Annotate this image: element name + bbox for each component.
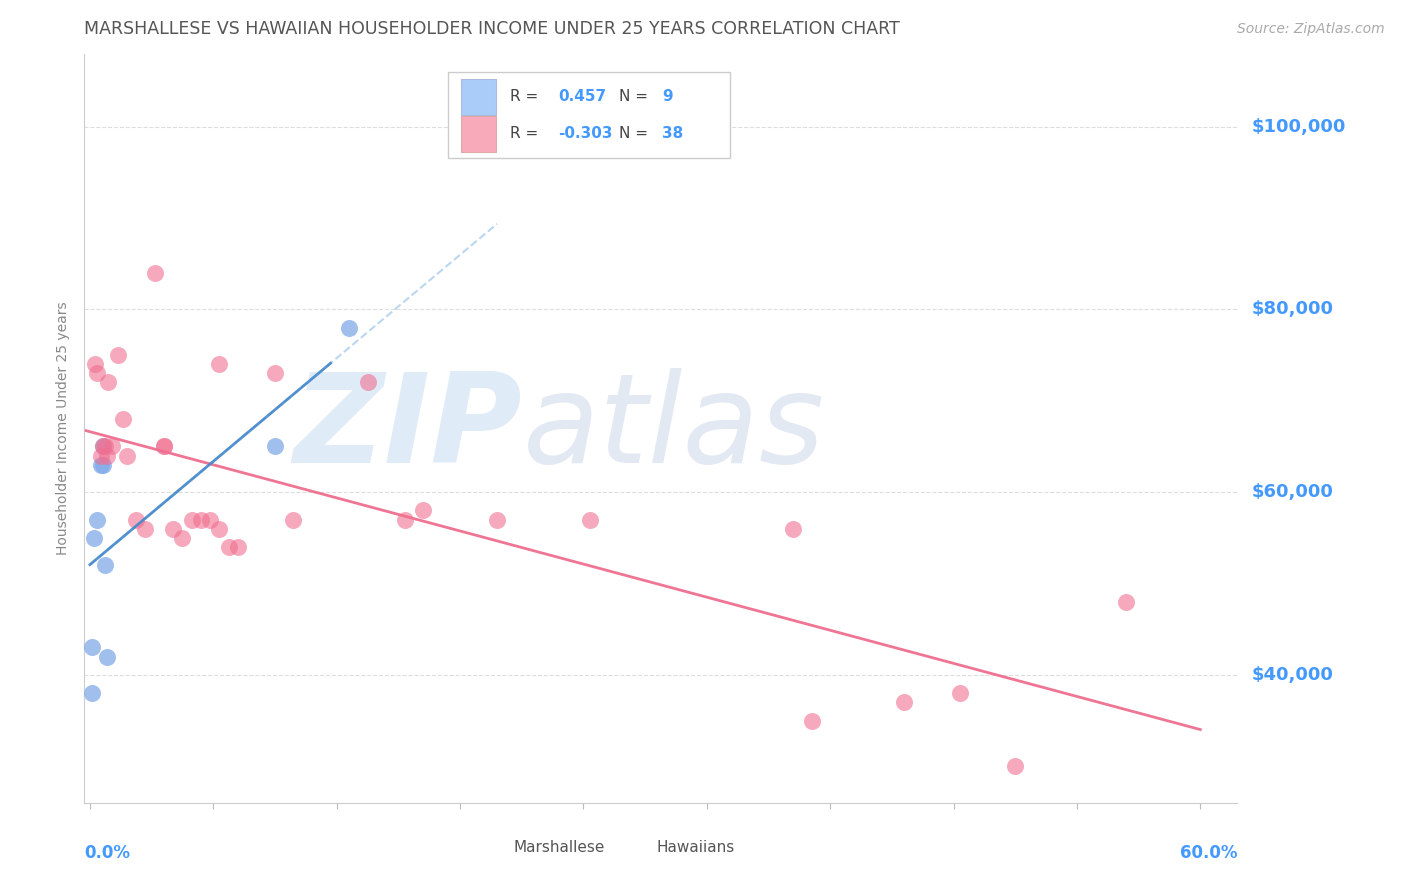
- Point: [134, 522, 156, 536]
- Bar: [461, 79, 496, 115]
- Point: [394, 512, 416, 526]
- Point: [97, 376, 120, 390]
- Point: [264, 439, 287, 453]
- Point: [208, 522, 231, 536]
- Text: $60,000: $60,000: [1251, 483, 1333, 501]
- Point: [90, 458, 112, 472]
- Point: [200, 512, 222, 526]
- Text: atlas: atlas: [523, 368, 824, 489]
- Point: [283, 512, 305, 526]
- Text: 38: 38: [662, 126, 683, 141]
- Point: [226, 540, 249, 554]
- Point: [86, 367, 108, 381]
- Point: [115, 449, 138, 463]
- Point: [486, 512, 509, 526]
- Point: [80, 686, 103, 700]
- Text: Source: ZipAtlas.com: Source: ZipAtlas.com: [1237, 22, 1385, 37]
- Text: Marshallese: Marshallese: [513, 840, 605, 855]
- Text: MARSHALLESE VS HAWAIIAN HOUSEHOLDER INCOME UNDER 25 YEARS CORRELATION CHART: MARSHALLESE VS HAWAIIAN HOUSEHOLDER INCO…: [84, 21, 900, 38]
- Point: [153, 439, 176, 453]
- Point: [80, 640, 103, 655]
- Point: [83, 531, 105, 545]
- Point: [578, 512, 600, 526]
- Point: [190, 512, 212, 526]
- Point: [91, 458, 114, 472]
- Text: R =: R =: [510, 126, 538, 141]
- Bar: [624, 834, 650, 864]
- Point: [180, 512, 202, 526]
- Text: 0.457: 0.457: [558, 89, 606, 104]
- Point: [412, 503, 434, 517]
- Point: [172, 531, 194, 545]
- Point: [893, 695, 915, 709]
- Point: [96, 449, 118, 463]
- Point: [356, 376, 378, 390]
- Text: 0.0%: 0.0%: [84, 845, 131, 863]
- Point: [162, 522, 184, 536]
- Point: [782, 522, 804, 536]
- Point: [1004, 759, 1026, 773]
- Point: [264, 367, 287, 381]
- Bar: [461, 116, 496, 152]
- Text: $80,000: $80,000: [1251, 301, 1333, 318]
- Point: [337, 320, 360, 334]
- Point: [949, 686, 972, 700]
- Point: [91, 439, 114, 453]
- Point: [153, 439, 176, 453]
- Point: [84, 357, 107, 371]
- Text: Hawaiians: Hawaiians: [657, 840, 734, 855]
- Text: $100,000: $100,000: [1251, 118, 1346, 136]
- Text: 9: 9: [662, 89, 672, 104]
- Text: 60.0%: 60.0%: [1180, 845, 1237, 863]
- Bar: [482, 834, 508, 864]
- Point: [101, 439, 124, 453]
- Point: [143, 266, 166, 280]
- Text: -0.303: -0.303: [558, 126, 613, 141]
- Point: [107, 348, 129, 362]
- Text: N =: N =: [619, 126, 648, 141]
- Point: [86, 512, 108, 526]
- Point: [1115, 595, 1137, 609]
- Point: [90, 449, 112, 463]
- Y-axis label: Householder Income Under 25 years: Householder Income Under 25 years: [56, 301, 70, 555]
- Point: [93, 439, 115, 453]
- Point: [91, 439, 114, 453]
- Point: [208, 357, 231, 371]
- Point: [112, 412, 135, 426]
- Point: [96, 649, 118, 664]
- Text: R =: R =: [510, 89, 538, 104]
- Point: [218, 540, 240, 554]
- Point: [125, 512, 148, 526]
- Text: $40,000: $40,000: [1251, 665, 1333, 684]
- Point: [800, 714, 823, 728]
- Point: [93, 558, 115, 573]
- Text: N =: N =: [619, 89, 648, 104]
- Text: ZIP: ZIP: [294, 368, 523, 489]
- FancyBboxPatch shape: [447, 72, 730, 159]
